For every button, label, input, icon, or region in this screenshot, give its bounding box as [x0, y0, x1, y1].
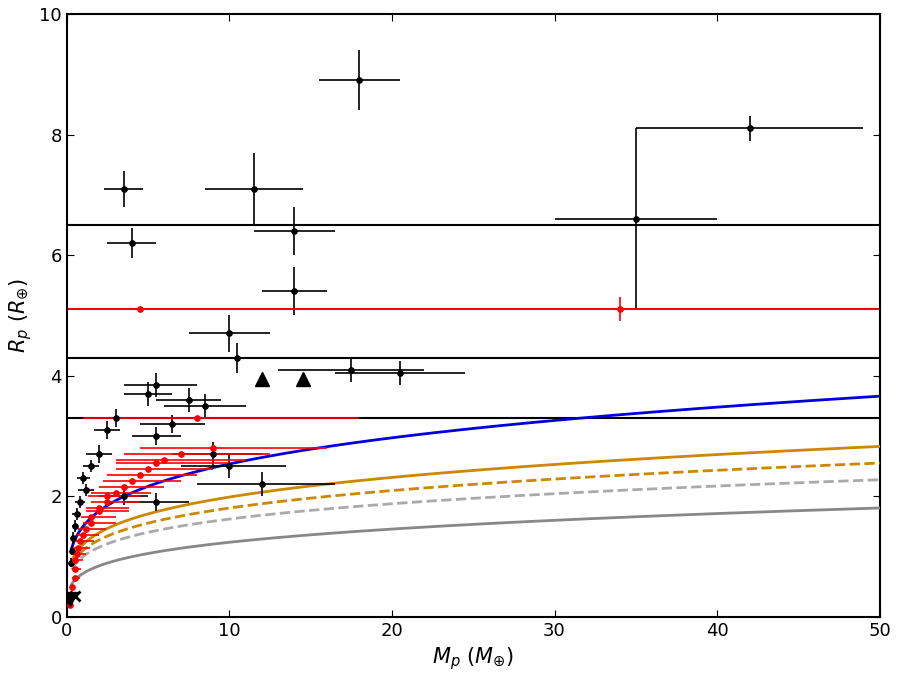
X-axis label: $M_p$ $(M_{\oplus})$: $M_p$ $(M_{\oplus})$ [432, 645, 515, 672]
Y-axis label: $R_p$ $(R_{\oplus})$: $R_p$ $(R_{\oplus})$ [7, 278, 34, 353]
